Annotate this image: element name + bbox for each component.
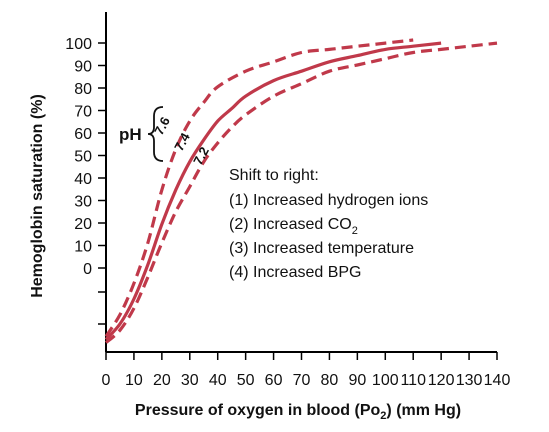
y-tick-label: 0	[83, 261, 92, 278]
x-tick-label: 20	[153, 372, 171, 389]
y-tick-label: 80	[74, 81, 92, 98]
x-tick-label: 70	[293, 372, 311, 389]
x-tick-label: 80	[321, 372, 339, 389]
y-tick-label: 60	[74, 126, 92, 143]
curve-label: 7.2	[190, 144, 212, 167]
shift-annotation: Shift to right: (1) Increased hydrogen i…	[229, 167, 428, 281]
annotation-line: (4) Increased BPG	[229, 264, 362, 281]
x-tick-label: 100	[372, 372, 399, 389]
curve-label: 7.6	[151, 114, 173, 137]
annotation-line: (2) Increased CO2	[229, 216, 358, 237]
x-tick-label: 140	[484, 372, 511, 389]
y-tick-label: 10	[74, 239, 92, 256]
x-tick-label: 40	[209, 372, 227, 389]
x-tick-label: 30	[181, 372, 199, 389]
ph-brace	[147, 106, 164, 162]
curve-ph-7-2	[104, 41, 498, 344]
curve-label: 7.4	[171, 130, 193, 154]
y-axis-title: Hemoglobin saturation (%)	[29, 94, 46, 298]
curve-ph-7-6	[104, 38, 414, 338]
y-tick-label: 30	[74, 194, 92, 211]
x-axis: 0 10 20 30 40 50 60 70 80 90 100 110 120 130 140	[102, 351, 511, 389]
y-tick-label: 20	[74, 216, 92, 233]
ph-label: pH	[119, 125, 142, 144]
x-tick-label: 0	[102, 372, 111, 389]
x-tick-label: 120	[428, 372, 455, 389]
x-tick-label: 130	[456, 372, 483, 389]
x-tick-label: 90	[348, 372, 366, 389]
curve-ph-7-4	[104, 41, 442, 341]
x-tick-label: 10	[125, 372, 143, 389]
y-axis: 0 10 20 30 40 50 60 70 80 90 100	[65, 12, 107, 352]
annotation-line: (3) Increased temperature	[229, 240, 414, 257]
curves: 7.67.47.2	[104, 38, 498, 344]
y-tick-label: 50	[74, 149, 92, 166]
y-tick-label: 100	[65, 36, 92, 53]
annotation-title: Shift to right:	[229, 167, 319, 184]
x-axis-title: Pressure of oxygen in blood (Po2) (mm Hg…	[135, 402, 461, 422]
x-tick-label: 50	[237, 372, 255, 389]
y-tick-label: 70	[74, 104, 92, 121]
x-tick-label: 110	[400, 372, 426, 389]
y-tick-label: 40	[74, 171, 92, 188]
annotation-line: (1) Increased hydrogen ions	[229, 192, 428, 209]
x-tick-label: 60	[265, 372, 283, 389]
y-tick-label: 90	[74, 59, 92, 76]
